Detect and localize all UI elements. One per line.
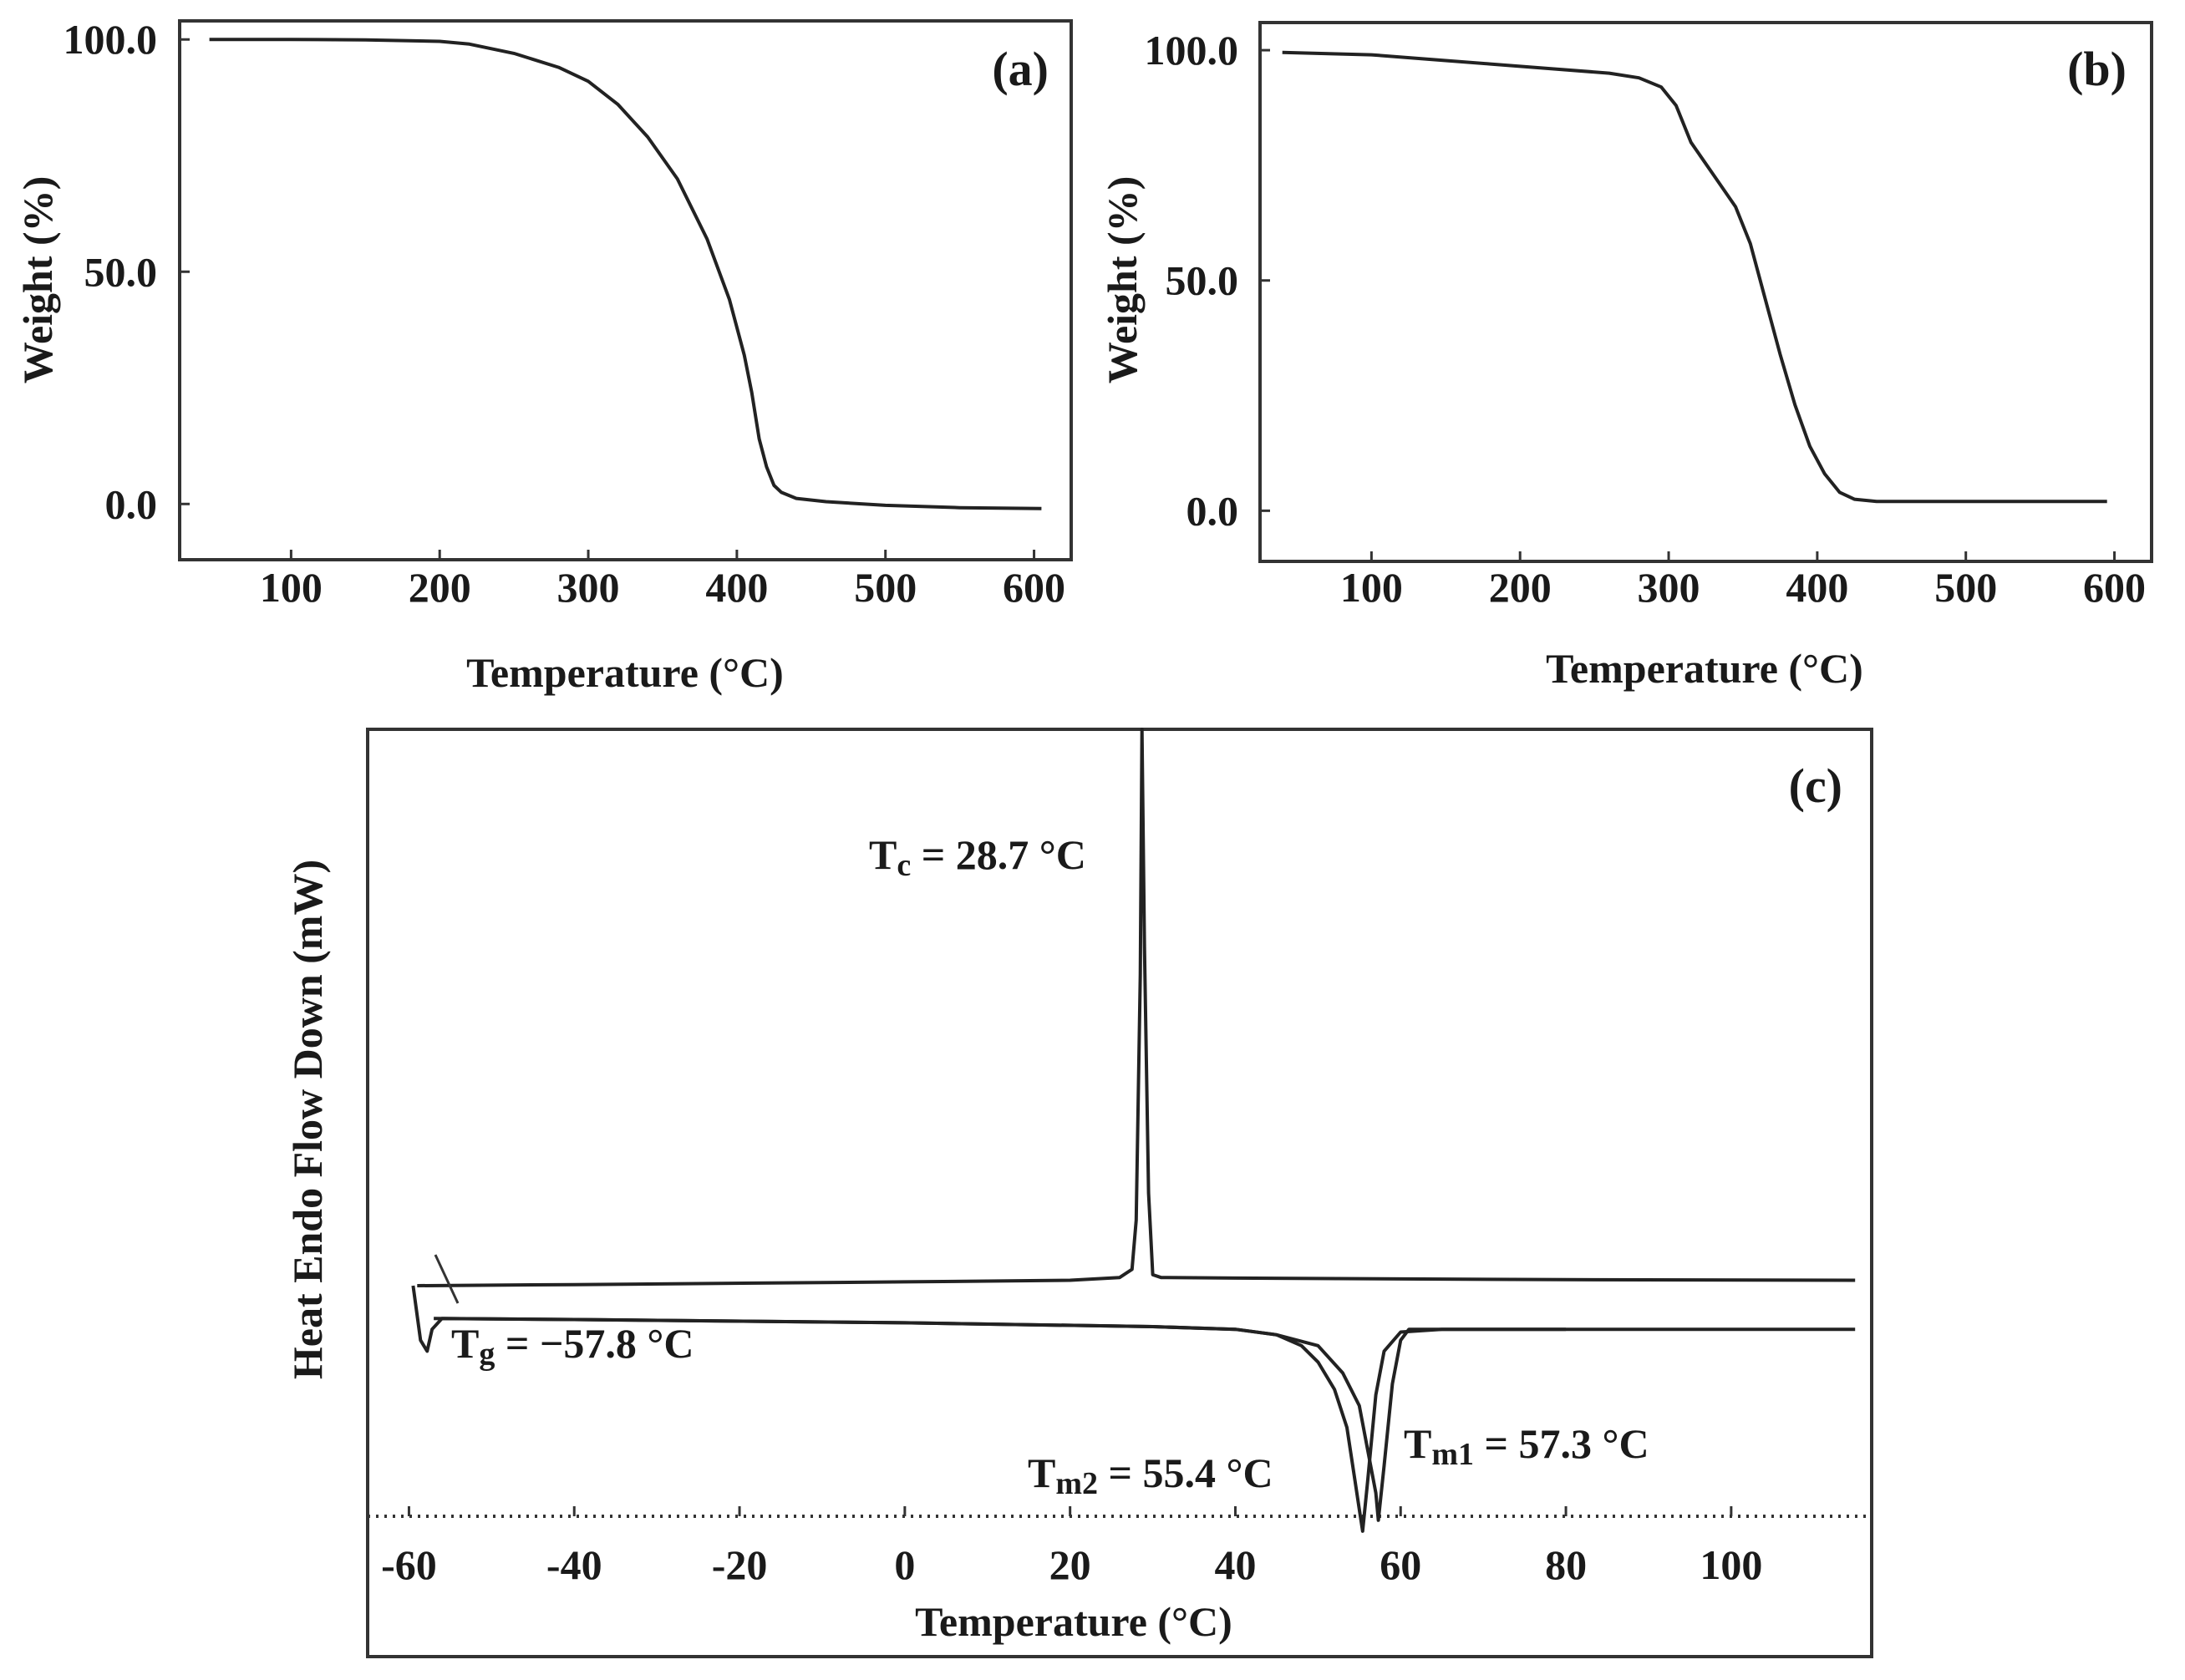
y-tick-label: 100.0 — [64, 16, 158, 63]
x-tick-label: 400 — [1786, 564, 1848, 611]
y-ticks-a: 0.0 50.0 100.0 — [64, 16, 190, 527]
annotation-tc: Tc = 28.7 °C — [869, 831, 1086, 883]
y-axis-title-b: Weight (%) — [1099, 176, 1146, 384]
dsc-second-heating-curve — [434, 1317, 1567, 1533]
tga-curve-b — [1282, 50, 2107, 504]
x-tick-label: 0 — [894, 1541, 915, 1588]
x-axis-title-a: Temperature (°C) — [466, 649, 784, 696]
x-ticks-a: 100 200 300 400 500 600 — [260, 550, 1065, 611]
x-tick-label: 500 — [854, 564, 917, 611]
x-ticks-b: 100 200 300 400 500 600 — [1340, 551, 2146, 611]
tg-leader-line — [434, 1254, 460, 1304]
y-tick-label: 0.0 — [1187, 487, 1239, 534]
panel-label-c: (c) — [1789, 759, 1842, 813]
x-tick-label: -20 — [712, 1541, 768, 1588]
dsc-first-heating-curve — [411, 1285, 1856, 1522]
dsc-chart-c: -60 -40 -20 0 20 40 60 80 100 Tc = 28.7 °C Tg = … — [284, 728, 1873, 1658]
x-axis-title-c: Temperature (°C) — [915, 1598, 1232, 1645]
annotation-tg: Tg = −57.8 °C — [451, 1320, 694, 1372]
x-tick-label: 400 — [705, 564, 768, 611]
x-tick-label: 20 — [1049, 1541, 1091, 1588]
y-axis-title-a: Weight (%) — [14, 176, 61, 384]
plot-frame-a — [178, 19, 1073, 561]
dsc-cooling-curve — [417, 728, 1856, 1287]
x-tick-label: 500 — [1934, 564, 1997, 611]
y-tick-label: 50.0 — [1166, 257, 1239, 304]
x-tick-label: 200 — [409, 564, 471, 611]
annotation-tm2: Tm2 = 55.4 °C — [1028, 1449, 1273, 1501]
x-tick-label: 300 — [1638, 564, 1700, 611]
tga-curve-a — [209, 38, 1042, 510]
y-ticks-b: 0.0 50.0 100.0 — [1145, 27, 1270, 534]
y-axis-title-c: Heat Endo Flow Down (mW) — [284, 860, 331, 1379]
x-tick-label: 300 — [557, 564, 620, 611]
x-tick-label: 40 — [1214, 1541, 1256, 1588]
y-tick-label: 100.0 — [1145, 27, 1239, 74]
x-tick-label: 600 — [2083, 564, 2146, 611]
x-axis-title-b: Temperature (°C) — [1546, 645, 1863, 692]
x-ticks-c: -60 -40 -20 0 20 40 60 80 100 — [381, 1506, 1762, 1588]
x-tick-label: -60 — [381, 1541, 437, 1588]
x-tick-label: 100 — [1700, 1541, 1762, 1588]
x-tick-label: 100 — [260, 564, 323, 611]
tga-chart-b: 0.0 50.0 100.0 100 200 300 400 500 600 (b) Temp… — [1099, 21, 2153, 692]
x-tick-label: 600 — [1003, 564, 1065, 611]
annotation-tm1: Tm1 = 57.3 °C — [1404, 1420, 1649, 1472]
panel-label-a: (a) — [992, 42, 1049, 96]
plot-frame-b — [1258, 21, 2153, 563]
x-tick-label: -40 — [546, 1541, 602, 1588]
plot-frame-c — [366, 728, 1873, 1658]
x-tick-label: 100 — [1340, 564, 1403, 611]
y-tick-label: 50.0 — [84, 248, 158, 295]
y-tick-label: 0.0 — [105, 480, 158, 527]
x-tick-label: 60 — [1380, 1541, 1421, 1588]
tga-chart-a: 0.0 50.0 100.0 100 200 300 400 500 600 (a) Temp… — [14, 16, 1073, 696]
x-tick-label: 80 — [1545, 1541, 1587, 1588]
x-tick-label: 200 — [1489, 564, 1552, 611]
panel-label-b: (b) — [2067, 42, 2127, 96]
